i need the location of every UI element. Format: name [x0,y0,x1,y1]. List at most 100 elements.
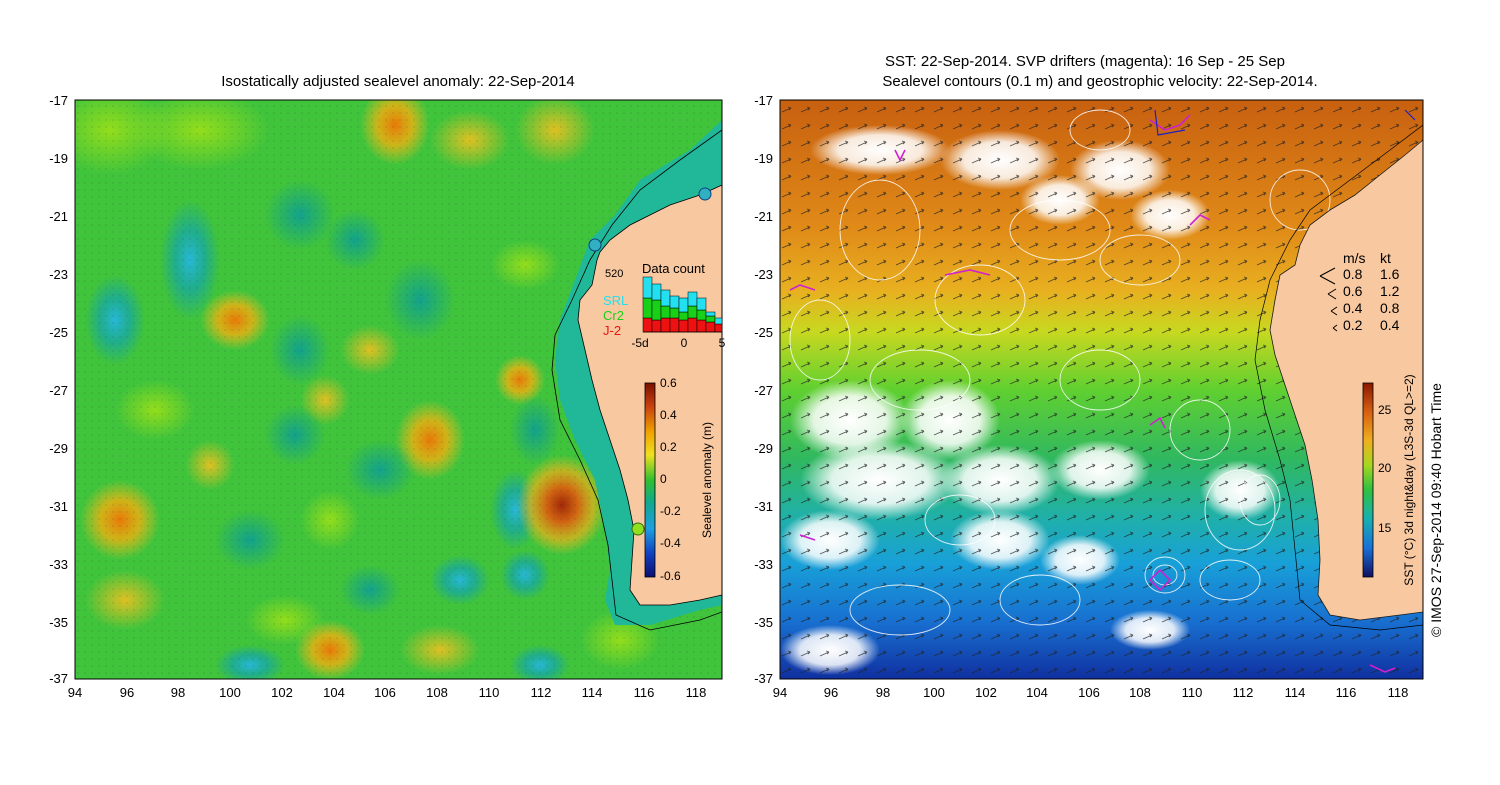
svg-text:-29: -29 [754,441,773,456]
svg-text:0.8: 0.8 [1380,300,1400,316]
sla-map [75,100,722,679]
svg-text:98: 98 [876,685,890,700]
isobath-line [551,129,722,631]
svg-text:94: 94 [68,685,82,700]
svg-text:116: 116 [1336,685,1357,700]
svg-text:94: 94 [773,685,787,700]
svg-text:-0.4: -0.4 [660,536,681,550]
svg-text:15: 15 [1378,521,1392,535]
svg-text:0.2: 0.2 [1343,317,1363,333]
left-title: Isostatically adjusted sealevel anomaly:… [221,73,575,90]
svg-text:-17: -17 [754,93,773,108]
tide-gauge-marker [588,238,602,252]
svg-text:106: 106 [374,685,396,700]
coastline-right [1269,139,1423,621]
velocity-legend: m/s kt 0.8 1.6 0.6 1.2 0.4 0.8 0.2 0.4 [1319,250,1400,333]
svg-text:1.6: 1.6 [1380,266,1400,282]
svg-text:-0.6: -0.6 [660,569,681,583]
left-frame [74,99,723,680]
svg-text:118: 118 [686,685,707,700]
sst-map [780,100,1423,679]
right-title-line1: SST: 22-Sep-2014. SVP drifters (magenta)… [885,53,1285,70]
svg-text:-25: -25 [49,325,68,340]
right-title-line2: Sealevel contours (0.1 m) and geostrophi… [882,73,1317,90]
svg-text:0.4: 0.4 [1343,300,1363,316]
australia-land-right [1270,140,1423,620]
svg-text:104: 104 [1026,685,1048,700]
svg-text:1.2: 1.2 [1380,283,1400,299]
svg-text:5: 5 [719,336,726,350]
velocity-arrow-icon [1327,288,1337,300]
svg-text:118: 118 [1388,685,1409,700]
svg-text:0.6: 0.6 [660,376,677,390]
svg-text:m/s: m/s [1343,250,1366,266]
svg-text:-35: -35 [49,615,68,630]
data-count-inset: Data count 520 SRL Cr2 J-2 [603,261,726,350]
svg-text:-37: -37 [754,671,773,686]
svg-text:112: 112 [1233,685,1254,700]
svg-text:110: 110 [1182,685,1203,700]
svg-text:0.2: 0.2 [660,440,677,454]
svg-text:-0.2: -0.2 [660,504,681,518]
svp-drifter-tracks [789,114,1396,673]
svg-text:110: 110 [479,685,500,700]
svg-text:kt: kt [1380,250,1391,266]
svg-text:-27: -27 [754,383,773,398]
svg-text:20: 20 [1378,461,1392,475]
legend-srl: SRL [603,293,628,308]
svg-text:-23: -23 [49,267,68,282]
data-count-title: Data count [642,261,705,276]
tide-gauge-marker [698,187,712,201]
svg-text:-23: -23 [754,267,773,282]
svg-text:108: 108 [426,685,448,700]
right-lon-axis: 94 96 98 100 102 104 106 108 110 112 114… [773,685,1409,700]
sla-colorbar-label: Sealevel anomaly (m) [700,422,714,538]
legend-j2: J-2 [603,323,621,338]
svg-text:0.8: 0.8 [1343,266,1363,282]
svg-text:-37: -37 [49,671,68,686]
left-lon-axis: 94 96 98 100 102 104 106 108 110 112 114… [68,685,707,700]
svg-text:0.4: 0.4 [660,408,677,422]
svg-text:100: 100 [219,685,241,700]
svg-text:100: 100 [923,685,945,700]
svg-text:98: 98 [171,685,185,700]
tide-gauge-marker [631,522,645,536]
svg-text:96: 96 [824,685,838,700]
svg-text:-21: -21 [49,209,68,224]
svg-text:-5d: -5d [631,336,648,350]
legend-cr2: Cr2 [603,308,624,323]
svg-text:114: 114 [1285,685,1306,700]
svg-text:102: 102 [271,685,293,700]
svg-text:0: 0 [681,336,688,350]
imos-credit: © IMOS 27-Sep-2014 09:40 Hobart Time [1428,383,1444,637]
australia-land [577,100,722,606]
svg-text:96: 96 [120,685,134,700]
right-panel: SST: 22-Sep-2014. SVP drifters (magenta)… [754,53,1444,700]
left-lat-axis: -17 -19 -21 -23 -25 -27 -29 -31 -33 -35 … [49,93,68,686]
sst-colorbar: 25 20 15 SST (°C) 3d night&day (L3S-3d Q… [1362,374,1416,586]
svg-text:114: 114 [582,685,603,700]
sst-colorbar-label: SST (°C) 3d night&day (L3S-3d QL>=2) [1402,374,1416,585]
svg-text:0.4: 0.4 [1380,317,1400,333]
svg-text:0.6: 0.6 [1343,283,1363,299]
isobath-right [1254,124,1423,631]
velocity-arrow-icon [1332,324,1338,332]
svg-text:-19: -19 [754,151,773,166]
drifter-endpoints [1154,109,1416,136]
right-frame [779,99,1424,680]
svg-text:-33: -33 [49,557,68,572]
svg-text:-21: -21 [754,209,773,224]
svg-text:108: 108 [1129,685,1151,700]
velocity-arrow-icon [1330,306,1338,316]
svg-text:104: 104 [323,685,345,700]
svg-text:-33: -33 [754,557,773,572]
svg-text:106: 106 [1078,685,1100,700]
svg-text:-31: -31 [49,499,68,514]
velocity-arrow-icon [1319,267,1336,285]
sealevel-contours [789,109,1331,636]
svg-text:0: 0 [660,472,667,486]
svg-text:-19: -19 [49,151,68,166]
svg-text:-27: -27 [49,383,68,398]
left-panel: Isostatically adjusted sealevel anomaly:… [49,73,725,700]
